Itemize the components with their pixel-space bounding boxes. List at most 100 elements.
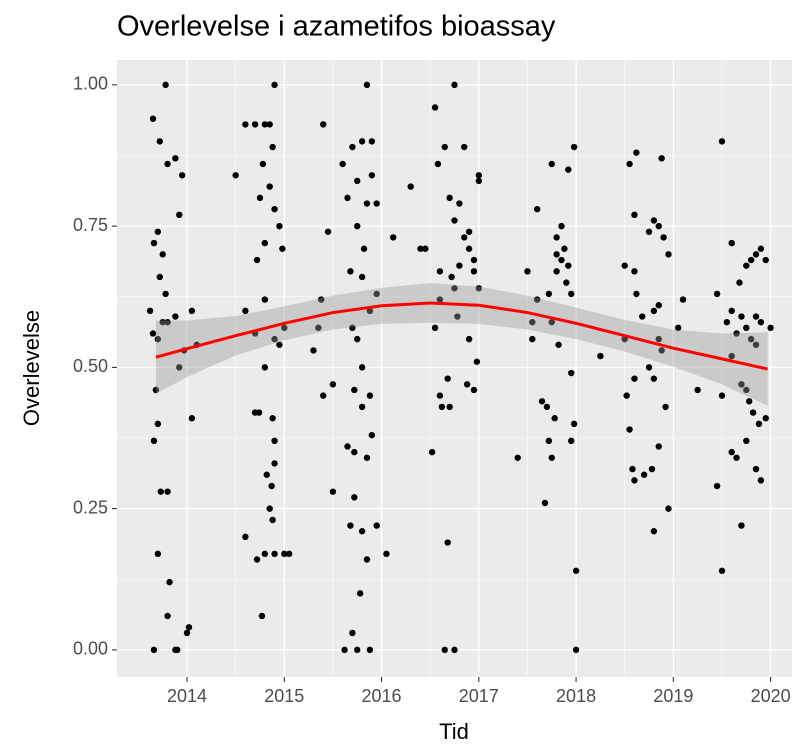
point [650, 375, 658, 382]
point [565, 262, 572, 269]
smooth-line [155, 301, 769, 371]
y-tick-label: 0.00 [73, 639, 108, 659]
point [261, 121, 269, 128]
point [154, 228, 162, 235]
point [762, 256, 769, 264]
point [728, 239, 735, 247]
point [631, 477, 638, 484]
point [349, 629, 356, 637]
point [568, 290, 575, 298]
point [368, 172, 376, 179]
point [271, 205, 278, 213]
point [436, 296, 444, 303]
point [351, 448, 358, 456]
point [150, 239, 158, 247]
point [660, 234, 667, 241]
point [363, 454, 371, 461]
point [465, 335, 473, 343]
point [529, 335, 536, 343]
point [626, 160, 633, 168]
point [438, 403, 446, 411]
confidence-band [155, 283, 768, 406]
point [358, 138, 366, 145]
point [431, 104, 439, 111]
point [757, 245, 765, 252]
point [456, 200, 463, 207]
point [407, 183, 414, 190]
point [164, 160, 171, 168]
point [713, 290, 721, 298]
point [572, 567, 580, 574]
point [555, 341, 562, 348]
x-tick-label: 2020 [751, 686, 791, 706]
point [631, 375, 638, 382]
point [533, 296, 541, 303]
point [269, 516, 276, 524]
point [553, 268, 560, 275]
point [259, 160, 267, 168]
point [475, 177, 483, 185]
point [390, 234, 397, 241]
point [269, 143, 276, 151]
point [354, 222, 361, 230]
point [570, 143, 578, 151]
point [164, 318, 171, 326]
plot-panel [117, 60, 792, 677]
x-tick-label: 2016 [362, 686, 402, 706]
point [626, 426, 633, 433]
point [354, 177, 361, 185]
point [324, 228, 332, 235]
point [154, 550, 162, 558]
point [738, 522, 745, 529]
point [358, 273, 366, 281]
point [363, 556, 371, 563]
point [263, 471, 270, 478]
x-tick-label: 2014 [167, 686, 207, 706]
point [383, 550, 390, 558]
point [279, 245, 286, 252]
point [633, 290, 640, 298]
point [631, 211, 638, 219]
point [738, 381, 745, 388]
point [655, 335, 662, 343]
point [183, 629, 191, 637]
point [434, 160, 442, 168]
point [319, 392, 327, 399]
point [258, 612, 266, 620]
point [164, 612, 171, 620]
point [665, 251, 672, 258]
point [349, 324, 356, 332]
point [188, 307, 196, 315]
point [256, 194, 264, 202]
point [271, 550, 278, 558]
point [363, 200, 371, 207]
point [533, 205, 541, 213]
point [255, 409, 263, 416]
y-tick-label: 0.25 [73, 497, 108, 517]
point [563, 279, 570, 286]
point [436, 268, 444, 275]
point [285, 550, 293, 558]
y-axis-label: Overlevelse [19, 310, 44, 426]
point [553, 251, 560, 258]
point [242, 533, 249, 541]
point [349, 143, 356, 151]
point [650, 528, 658, 535]
point [417, 245, 424, 252]
point [159, 318, 166, 326]
point [373, 290, 380, 298]
point [178, 172, 186, 179]
point [752, 465, 760, 473]
point [548, 318, 555, 326]
point [266, 121, 273, 128]
point [728, 307, 735, 315]
point [572, 646, 580, 654]
point [162, 81, 169, 89]
point [623, 392, 630, 399]
point [470, 386, 478, 394]
point [470, 268, 478, 275]
point [363, 81, 371, 89]
point [310, 347, 317, 354]
point [368, 431, 376, 439]
point [548, 160, 555, 168]
